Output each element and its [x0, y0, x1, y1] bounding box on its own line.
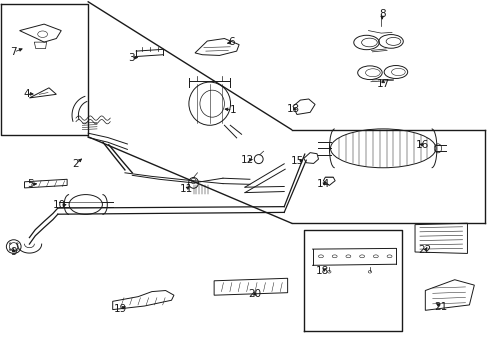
Text: 8: 8	[379, 9, 386, 19]
Text: 22: 22	[418, 245, 432, 255]
Text: 17: 17	[376, 78, 390, 89]
Text: 18: 18	[316, 266, 329, 276]
Text: 6: 6	[228, 37, 235, 48]
Text: 5: 5	[27, 179, 34, 189]
Text: 4: 4	[24, 89, 30, 99]
Text: 13: 13	[286, 104, 300, 114]
Text: 15: 15	[291, 156, 305, 166]
Text: 21: 21	[434, 302, 448, 312]
Text: 14: 14	[317, 179, 330, 189]
Text: 3: 3	[128, 53, 135, 63]
Text: 19: 19	[113, 304, 127, 314]
Text: 1: 1	[229, 105, 236, 115]
Text: 7: 7	[10, 47, 17, 57]
Text: 16: 16	[416, 140, 429, 150]
Text: 10: 10	[53, 200, 66, 210]
Text: 20: 20	[248, 289, 261, 300]
Text: 11: 11	[179, 184, 193, 194]
Text: 9: 9	[10, 247, 17, 257]
Text: 12: 12	[241, 155, 254, 165]
Text: 2: 2	[73, 159, 79, 169]
